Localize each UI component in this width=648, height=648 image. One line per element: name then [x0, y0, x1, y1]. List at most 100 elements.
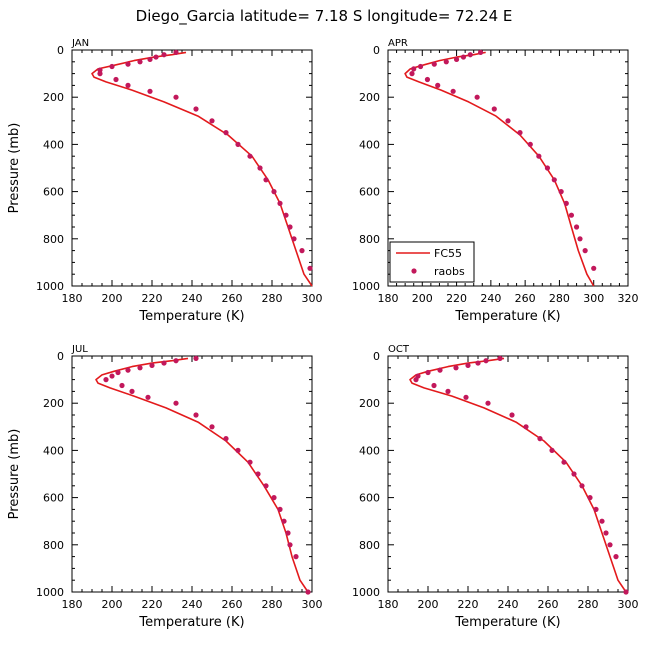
data-point-raobs: [209, 424, 215, 430]
data-point-raobs: [145, 394, 151, 400]
x-tick-label: 180: [62, 598, 83, 611]
data-point-raobs: [137, 59, 143, 65]
y-tick-label: 0: [57, 350, 64, 363]
data-point-raobs: [417, 63, 424, 70]
y-axis-label: Pressure (mb): [7, 123, 22, 214]
data-point-raobs: [149, 362, 155, 369]
x-tick-label: 300: [302, 292, 323, 305]
x-tick-label: 260: [515, 292, 536, 305]
plot-frame: [71, 355, 313, 593]
legend-dot-marker: [411, 268, 417, 274]
x-axis-label: Temperature (K): [138, 309, 244, 324]
y-tick-label: 400: [359, 444, 380, 457]
data-point-raobs: [119, 382, 125, 389]
data-point-raobs: [561, 459, 567, 465]
legend-label: FC55: [434, 247, 462, 260]
y-tick-label: 400: [43, 444, 64, 457]
data-point-raobs: [483, 358, 489, 364]
data-point-raobs: [425, 369, 431, 376]
data-point-raobs: [287, 224, 293, 230]
data-point-raobs: [137, 365, 143, 371]
data-point-raobs: [603, 530, 609, 536]
x-tick-label: 220: [142, 598, 163, 611]
panel-label: OCT: [388, 344, 410, 355]
data-point-raobs: [255, 471, 261, 477]
data-point-raobs: [523, 424, 529, 430]
data-point-raobs: [475, 360, 481, 366]
legend-box: [389, 241, 475, 283]
data-point-raobs: [277, 506, 283, 512]
data-point-raobs: [467, 52, 473, 58]
data-point-raobs: [247, 153, 253, 159]
data-point-raobs: [485, 400, 491, 406]
x-tick-label: 180: [62, 292, 83, 305]
plot-frame: [71, 49, 313, 287]
panel-jul: 180 200 220 240 260 280 300 0 200 400 600 800 1000 Te…: [7, 344, 323, 630]
data-point-raobs: [527, 141, 533, 147]
x-tick-label: 240: [498, 598, 519, 611]
x-tick-label: 220: [458, 598, 479, 611]
data-point-raobs: [573, 224, 580, 230]
series-line-fc55: [409, 357, 627, 593]
data-point-raobs: [549, 447, 555, 453]
data-point-raobs: [579, 483, 585, 489]
data-point-raobs: [109, 373, 115, 379]
x-tick-label: 260: [538, 598, 559, 611]
data-point-raobs: [563, 200, 569, 206]
y-tick-label: 1000: [36, 586, 64, 599]
data-point-raobs: [299, 248, 305, 254]
data-point-raobs: [173, 94, 179, 100]
x-tick-label: 200: [418, 598, 439, 611]
y-tick-label: 600: [43, 186, 64, 199]
y-tick-label: 400: [43, 138, 64, 151]
x-tick-label: 260: [222, 598, 243, 611]
data-point-raobs: [505, 118, 511, 124]
panel-label: JUL: [71, 344, 88, 355]
y-tick-label: 600: [359, 186, 380, 199]
data-point-raobs: [125, 367, 131, 373]
x-tick-label: 200: [102, 598, 123, 611]
data-point-raobs: [161, 52, 167, 58]
x-tick-label: 200: [412, 292, 433, 305]
series-line-fc55: [91, 51, 313, 287]
data-point-raobs: [544, 165, 551, 171]
y-tick-label: 0: [373, 350, 380, 363]
panel-label: JAN: [71, 38, 89, 49]
data-point-raobs: [463, 394, 469, 400]
data-point-raobs: [281, 518, 287, 524]
data-point-raobs: [103, 377, 109, 383]
data-point-raobs: [537, 436, 543, 442]
y-tick-label: 800: [43, 539, 64, 552]
data-point-raobs: [223, 436, 229, 442]
legend: FC55 raobs: [389, 241, 475, 283]
panel-label: APR: [388, 38, 408, 49]
x-tick-label: 280: [578, 598, 599, 611]
data-point-raobs: [435, 82, 441, 88]
data-point-raobs: [413, 377, 419, 383]
data-point-raobs: [437, 367, 443, 373]
data-point-raobs: [305, 589, 311, 595]
data-point-raobs: [125, 61, 131, 67]
panel-jan: 180 200 220 240 260 280 300 0 200 400 600 800 1000 Te…: [7, 38, 323, 324]
y-tick-label: 800: [43, 233, 64, 246]
x-tick-label: 200: [102, 292, 123, 305]
data-point-raobs: [460, 54, 467, 60]
y-tick-label: 200: [43, 397, 64, 410]
data-point-raobs: [235, 447, 241, 453]
x-axis-label: Temperature (K): [138, 615, 244, 630]
data-point-raobs: [411, 66, 417, 72]
data-point-raobs: [293, 554, 299, 560]
panel-apr: 180 200 220 240 260 280 300 320 0 200 400 600 800 100…: [352, 38, 639, 324]
figure-title: Diego_Garcia latitude= 7.18 S longitude=…: [136, 7, 513, 26]
x-tick-label: 300: [302, 598, 323, 611]
data-point-raobs: [97, 71, 103, 77]
y-tick-label: 1000: [36, 280, 64, 293]
data-point-raobs: [491, 106, 497, 112]
data-point-raobs: [568, 212, 575, 218]
data-point-raobs: [125, 82, 131, 88]
x-axis-label: Temperature (K): [454, 309, 560, 324]
data-point-raobs: [587, 495, 593, 501]
series-line-fc55: [95, 357, 309, 593]
data-point-raobs: [263, 177, 269, 183]
